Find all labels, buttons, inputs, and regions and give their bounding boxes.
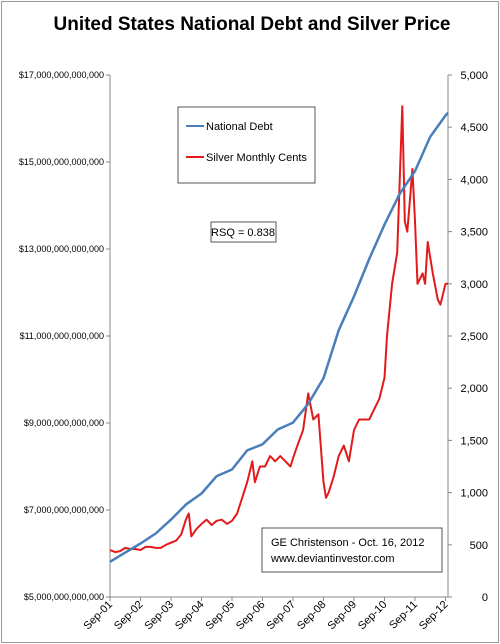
legend-label-silver: Silver Monthly Cents [206,152,307,164]
right-tick-label: 3,000 [460,279,488,291]
right-tick-label: 5,000 [460,70,488,82]
x-tick-label: Sep-06 [234,599,268,633]
rsq-box [210,221,277,243]
right-tick-label: 1,000 [460,488,488,500]
series-line-silver-monthly-cents [109,105,448,554]
left-axis-ticks: $5,000,000,000,000 $7,000,000,000,000 $9,0… [19,70,110,602]
right-tick-label: 3,500 [460,227,488,239]
right-axis-ticks: 0 500 1,000 1,500 2,000 2,500 3,000 3,500 4,000 4… [448,70,488,604]
x-tick-label: Sep-11 [387,599,420,632]
x-tick-label: Sep-01 [82,599,116,633]
rsq-annotation: RSQ = 0.838 [211,227,275,239]
x-tick-label: Sep-09 [326,599,360,633]
x-tick-label: Sep-07 [265,599,299,633]
series-line-national-debt [109,111,449,563]
left-tick-label: $17,000,000,000,000 [19,70,104,80]
right-tick-label: 1,500 [460,435,488,447]
credit-website: www.deviantinvestor.com [270,553,395,565]
x-tick-label: Sep-08 [295,599,329,633]
left-tick-label: $5,000,000,000,000 [24,592,104,602]
right-tick-label: 4,500 [460,122,488,134]
series-layer [109,105,449,563]
right-tick-label: 2,000 [460,383,488,395]
x-tick-label: Sep-03 [143,599,177,633]
left-tick-label: $7,000,000,000,000 [24,505,104,515]
right-tick-label: 4,000 [460,174,488,186]
left-tick-label: $15,000,000,000,000 [19,157,104,167]
left-tick-label: $9,000,000,000,000 [24,418,104,428]
x-tick-label: Sep-04 [173,599,207,633]
x-tick-label: Sep-05 [204,599,238,633]
chart-title: United States National Debt and Silver P… [54,14,451,35]
x-axis-ticks: Sep-01Sep-02Sep-03Sep-04Sep-05Sep-06Sep-… [82,597,451,632]
right-tick-label: 500 [470,540,488,552]
legend-box [177,106,316,184]
credit-box [261,527,443,573]
left-tick-label: $11,000,000,000,000 [20,331,104,341]
x-tick-label: Sep-10 [356,599,390,633]
legend-label-national-debt: National Debt [206,121,273,133]
x-tick-label: Sep-02 [112,599,146,633]
x-tick-label: Sep-12 [417,599,451,633]
credit-author: GE Christenson - Oct. 16, 2012 [271,537,424,549]
right-tick-label: 0 [482,592,488,604]
right-tick-label: 2,500 [460,331,488,343]
left-tick-label: $13,000,000,000,000 [19,244,104,254]
